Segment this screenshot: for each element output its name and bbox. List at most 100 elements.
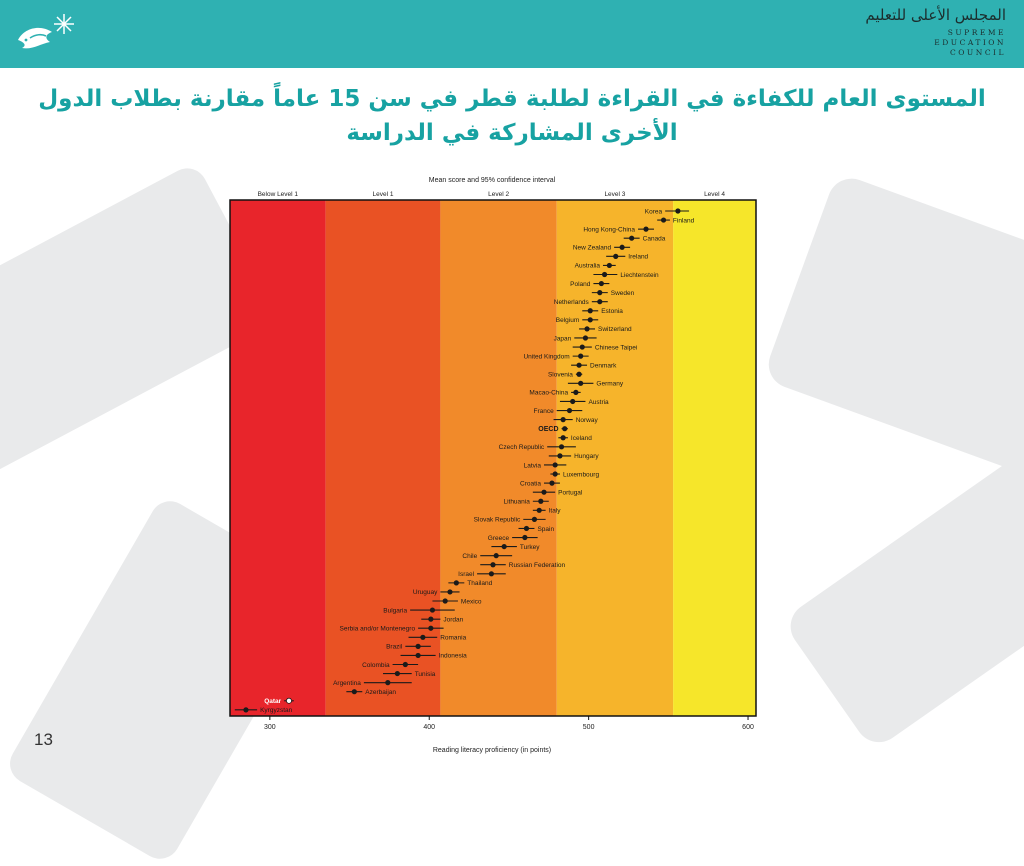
mean-point	[619, 244, 625, 250]
plot-frame	[229, 199, 757, 717]
country-label: Hong Kong-China	[583, 226, 635, 233]
country-mark: Azerbaijan	[346, 689, 396, 696]
country-mark: Latvia	[524, 462, 567, 469]
country-mark: Ireland	[606, 253, 649, 261]
level-band	[673, 200, 756, 716]
mean-point	[429, 607, 436, 613]
country-mark: Lithuania	[503, 499, 549, 506]
mean-point	[415, 643, 421, 649]
x-tick-label: 500	[583, 724, 595, 731]
country-mark: Israel	[458, 571, 506, 578]
country-mark: Japan	[554, 335, 597, 342]
country-label: Indonesia	[439, 653, 468, 660]
country-mark: Canada	[623, 235, 666, 243]
mean-point	[576, 362, 582, 368]
level-band-label: Level 1	[373, 191, 394, 198]
country-mark: Turkey	[491, 544, 540, 551]
x-tick-label: 300	[264, 724, 276, 731]
mean-point	[285, 697, 292, 704]
mean-point	[578, 380, 584, 386]
mean-point	[420, 634, 426, 640]
country-label: Turkey	[520, 544, 540, 551]
mean-point	[552, 471, 558, 477]
country-label: Kyrgyzstan	[260, 707, 293, 714]
country-mark: Hungary	[548, 453, 599, 460]
country-label: Croatia	[520, 480, 541, 487]
country-mark: Thailand	[448, 580, 493, 587]
country-label: Sweden	[611, 290, 635, 297]
country-label: Korea	[645, 208, 663, 215]
mean-point	[562, 426, 568, 432]
country-label: Liechtenstein	[620, 272, 659, 279]
mean-point	[501, 543, 507, 550]
country-label: Japan	[554, 335, 572, 342]
mean-point	[598, 280, 604, 287]
country-mark: Colombia	[362, 662, 419, 669]
page-number: 13	[34, 730, 53, 749]
country-label: Luxembourg	[563, 471, 600, 478]
country-label: Canada	[643, 236, 666, 243]
mean-point	[597, 299, 603, 305]
country-mark: Tunisia	[383, 671, 436, 678]
country-mark: Italy	[532, 508, 561, 515]
mean-point	[442, 598, 448, 604]
country-mark: Indonesia	[400, 653, 468, 660]
country-label: Serbia and/or Montenegro	[340, 626, 416, 633]
slide-title: المستوى العام للكفاءة في القراءة لطلبة ق…	[38, 86, 986, 146]
country-label: Russian Federation	[509, 562, 566, 569]
level-band-label: Level 2	[488, 191, 509, 198]
mean-point	[584, 326, 590, 332]
level-band-label: Level 3	[604, 191, 625, 198]
mean-point	[675, 208, 681, 214]
country-mark: Serbia and/or Montenegro	[340, 626, 444, 633]
country-mark: Croatia	[520, 480, 560, 487]
country-label: Greece	[488, 535, 510, 542]
mean-point	[447, 589, 453, 595]
country-label: Poland	[570, 281, 591, 288]
country-label: Bulgaria	[383, 607, 407, 614]
mean-point	[453, 580, 459, 586]
mean-point	[488, 571, 495, 577]
reading-proficiency-chart: Mean score and 95% confidence interval B…	[229, 177, 757, 754]
mean-point	[629, 235, 635, 241]
country-mark: Estonia	[582, 308, 623, 315]
mean-point	[643, 226, 649, 232]
country-label: Portugal	[558, 489, 583, 496]
country-mark: Bulgaria	[383, 607, 455, 614]
country-mark: Chinese Taipei	[572, 344, 637, 351]
mean-point	[578, 353, 584, 359]
country-label: Mexico	[461, 598, 482, 605]
x-tick-label: 600	[742, 724, 754, 731]
country-mark: Australia	[575, 263, 616, 270]
mean-point	[587, 308, 593, 314]
mean-point	[394, 670, 400, 677]
mean-point	[428, 625, 434, 631]
country-mark: Brazil	[386, 644, 431, 651]
level-band	[230, 200, 326, 716]
country-label: Iceland	[571, 435, 592, 442]
mean-point	[557, 453, 563, 459]
country-mark: Denmark	[571, 362, 617, 369]
level-band	[440, 200, 557, 716]
mean-point	[566, 407, 573, 414]
country-label: Netherlands	[554, 299, 590, 306]
country-mark: Kyrgyzstan	[234, 707, 293, 714]
country-label: Colombia	[362, 662, 390, 669]
country-label: Slovenia	[548, 372, 573, 379]
mean-point	[541, 489, 547, 495]
country-mark: Sweden	[591, 290, 635, 297]
country-label: Hungary	[574, 453, 599, 460]
country-label: Brazil	[386, 644, 403, 651]
council-name-line-2: EDUCATION	[934, 38, 1006, 47]
country-mark: Slovak Republic	[474, 517, 546, 524]
country-label: New Zealand	[573, 245, 612, 252]
country-label: Switzerland	[598, 326, 632, 333]
country-mark: Argentina	[333, 680, 412, 687]
country-label: Belgium	[556, 317, 579, 324]
level-band	[556, 200, 674, 716]
mean-point	[613, 253, 619, 259]
country-label: Spain	[537, 526, 554, 533]
mean-point	[576, 371, 582, 377]
mean-point	[560, 417, 566, 423]
mean-point	[523, 525, 530, 532]
